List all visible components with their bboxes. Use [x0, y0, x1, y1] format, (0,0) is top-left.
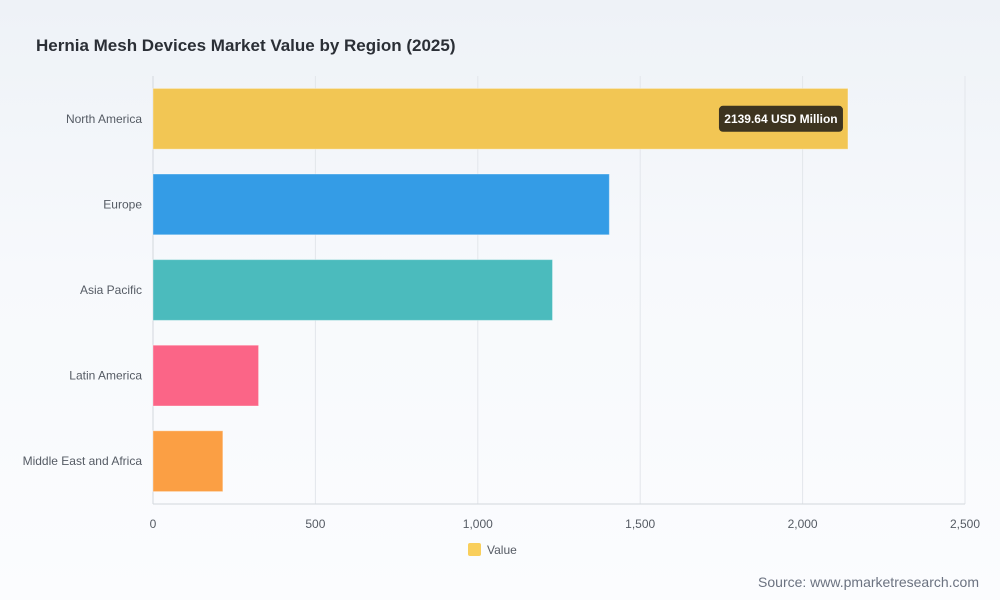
bar — [152, 173, 610, 236]
y-category-label: Latin America — [69, 369, 142, 383]
bar — [152, 344, 260, 407]
bar — [152, 259, 554, 321]
source-text: Source: www.pmarketresearch.com — [758, 574, 979, 590]
legend-swatch — [468, 543, 481, 556]
x-tick-label: 1,000 — [463, 517, 493, 531]
x-tick-label: 2,000 — [788, 517, 818, 531]
y-category-label: Asia Pacific — [80, 283, 142, 297]
x-tick-label: 0 — [150, 517, 157, 531]
legend-label: Value — [487, 543, 517, 557]
x-tick-label: 2,500 — [950, 517, 980, 531]
y-category-label: North America — [66, 112, 142, 126]
x-tick-label: 500 — [305, 517, 325, 531]
chart-title: Hernia Mesh Devices Market Value by Regi… — [36, 36, 456, 55]
x-tick-label: 1,500 — [625, 517, 655, 531]
y-category-label: Europe — [103, 197, 142, 211]
tooltip-box — [718, 105, 843, 132]
bar — [152, 430, 224, 493]
tooltip-text: 2139.64 USD Million — [724, 112, 837, 126]
y-category-label: Middle East and Africa — [23, 454, 143, 468]
